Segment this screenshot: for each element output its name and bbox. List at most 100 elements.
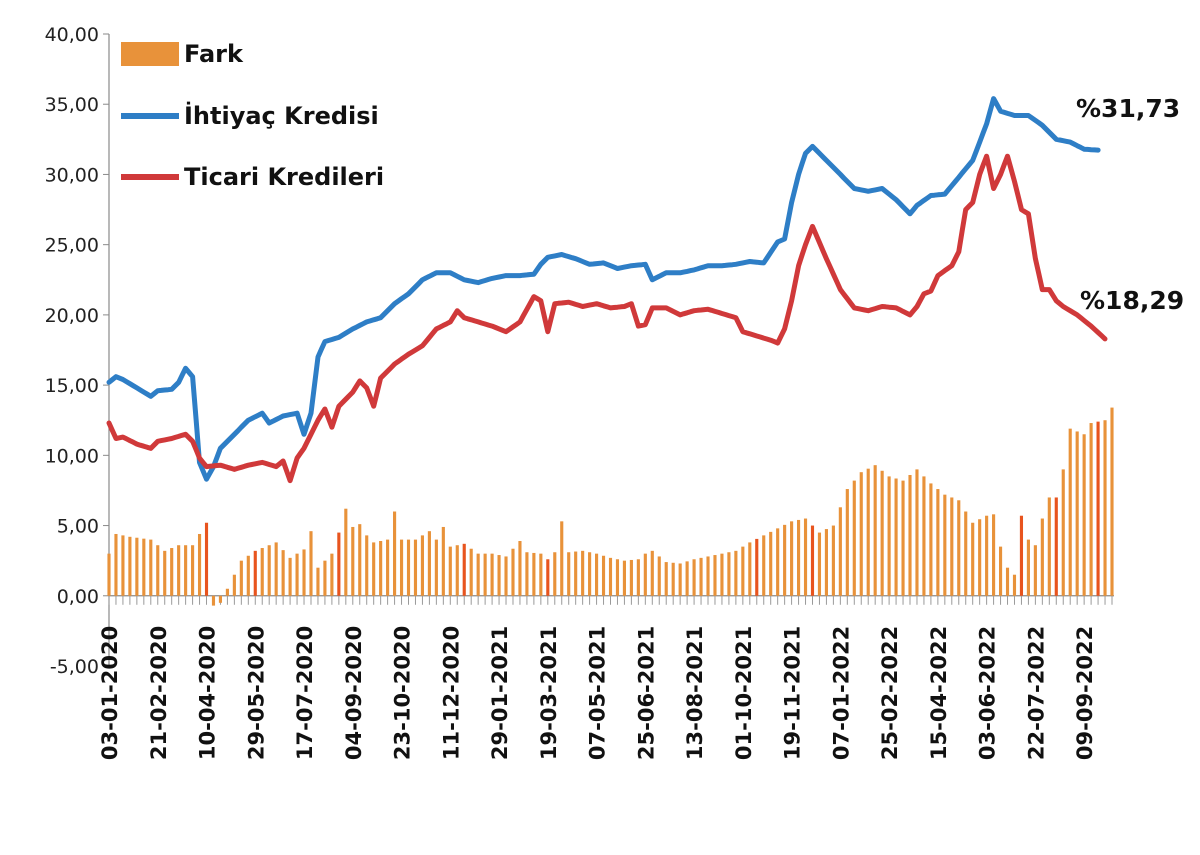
fark-bar	[260, 548, 264, 596]
fark-bar	[803, 518, 808, 596]
fark-bar	[894, 478, 898, 596]
fark-bar	[413, 539, 418, 596]
fark-bar	[615, 559, 620, 596]
fark-bar	[302, 549, 306, 596]
x-tick-label: 09-09-2022	[1073, 626, 1097, 760]
fark-bar	[511, 548, 515, 596]
fark-bar	[204, 522, 209, 596]
fark-bar	[1089, 423, 1093, 596]
fark-bar	[1012, 574, 1017, 596]
fark-bar	[546, 559, 550, 596]
fark-bar	[156, 545, 160, 596]
fark-bar	[574, 551, 578, 596]
fark-bar	[734, 550, 738, 596]
fark-bar	[845, 489, 849, 596]
fark-bar	[595, 553, 599, 596]
fark-bar	[344, 508, 348, 596]
legend-swatch-fark	[121, 42, 179, 66]
fark-bar	[441, 526, 445, 596]
fark-bar	[197, 533, 202, 596]
x-tick-label: 04-09-2020	[342, 626, 366, 760]
fark-bar	[769, 531, 773, 596]
fark-bar	[601, 555, 606, 596]
fark-bar	[483, 553, 487, 596]
fark-bar	[170, 548, 174, 596]
fark-bar	[608, 557, 613, 596]
fark-bar	[998, 546, 1003, 596]
fark-bar	[330, 553, 334, 596]
y-tick-label: -5,00	[50, 656, 99, 678]
y-tick-label: 15,00	[45, 375, 99, 397]
fark-bar	[567, 552, 571, 596]
x-tick-label: 17-07-2020	[293, 626, 317, 760]
fark-bar	[274, 542, 278, 596]
fark-bar	[490, 553, 494, 596]
x-tick-label: 11-12-2020	[439, 626, 463, 760]
fark-bar	[239, 560, 243, 596]
fark-bars	[107, 407, 1114, 606]
fark-bar	[135, 537, 139, 596]
y-tick-label: 35,00	[45, 94, 99, 116]
fark-bar	[525, 552, 529, 596]
fark-bar	[950, 497, 954, 596]
fark-bar	[685, 561, 689, 596]
fark-bar	[372, 542, 376, 596]
x-tick-label: 15-04-2022	[927, 626, 951, 760]
fark-bar	[859, 472, 863, 596]
fark-bar	[406, 539, 411, 596]
fark-bar	[1033, 545, 1037, 596]
fark-bar	[943, 494, 947, 596]
fark-bar	[636, 559, 640, 596]
legend-label-ihtiyac-kredisi: İhtiyaç Kredisi	[184, 101, 379, 130]
fark-bar	[323, 560, 327, 596]
fark-bar	[1005, 567, 1010, 596]
fark-bar	[1026, 539, 1030, 596]
fark-bar	[553, 552, 557, 596]
fark-bar	[121, 535, 125, 596]
fark-bar	[184, 545, 188, 596]
fark-bar	[796, 519, 801, 596]
fark-bar	[309, 531, 313, 596]
fark-bar	[560, 521, 564, 596]
fark-bar	[177, 545, 181, 596]
fark-bar	[783, 524, 787, 596]
end-label-ticari-kredileri: %18,29	[1080, 286, 1184, 315]
fark-bar	[1061, 469, 1065, 596]
fark-bar	[163, 550, 167, 596]
fark-bar	[727, 552, 731, 596]
fark-bar	[149, 539, 153, 596]
fark-bar	[838, 507, 842, 596]
y-tick-label: 30,00	[45, 164, 99, 186]
fark-bar	[497, 555, 501, 596]
x-tick-label: 07-05-2021	[586, 626, 610, 760]
fark-bar	[831, 525, 835, 596]
y-tick-label: 40,00	[45, 24, 99, 46]
fark-bar	[1096, 421, 1100, 596]
legend-item-ticari-kredileri: Ticari Kredileri	[121, 163, 384, 191]
fark-bar	[386, 539, 390, 596]
fark-bar	[1068, 428, 1072, 596]
fark-bar	[337, 532, 341, 596]
legend: Fark İhtiyaç Kredisi Ticari Kredileri	[121, 40, 384, 191]
fark-bar	[225, 588, 229, 596]
fark-bar	[211, 595, 216, 606]
fark-bar	[476, 553, 480, 596]
fark-bar	[692, 559, 696, 596]
fark-bar	[316, 567, 320, 596]
fark-bar	[1075, 431, 1079, 596]
fark-bar	[434, 539, 438, 596]
fark-bar	[755, 538, 759, 596]
fark-bar	[922, 476, 926, 596]
fark-bar	[901, 480, 905, 596]
x-tick-label: 21-02-2020	[147, 626, 171, 760]
fark-bar	[908, 474, 912, 596]
fark-bar	[232, 574, 236, 596]
fark-bar	[852, 480, 856, 596]
fark-bar	[741, 546, 745, 596]
series-line-ticari-kredileri	[106, 153, 1108, 484]
fark-bar	[448, 546, 452, 596]
fark-bar	[873, 465, 877, 596]
fark-bar	[1054, 497, 1058, 596]
fark-bar	[399, 539, 404, 596]
x-tick-label: 13-08-2021	[683, 626, 707, 760]
